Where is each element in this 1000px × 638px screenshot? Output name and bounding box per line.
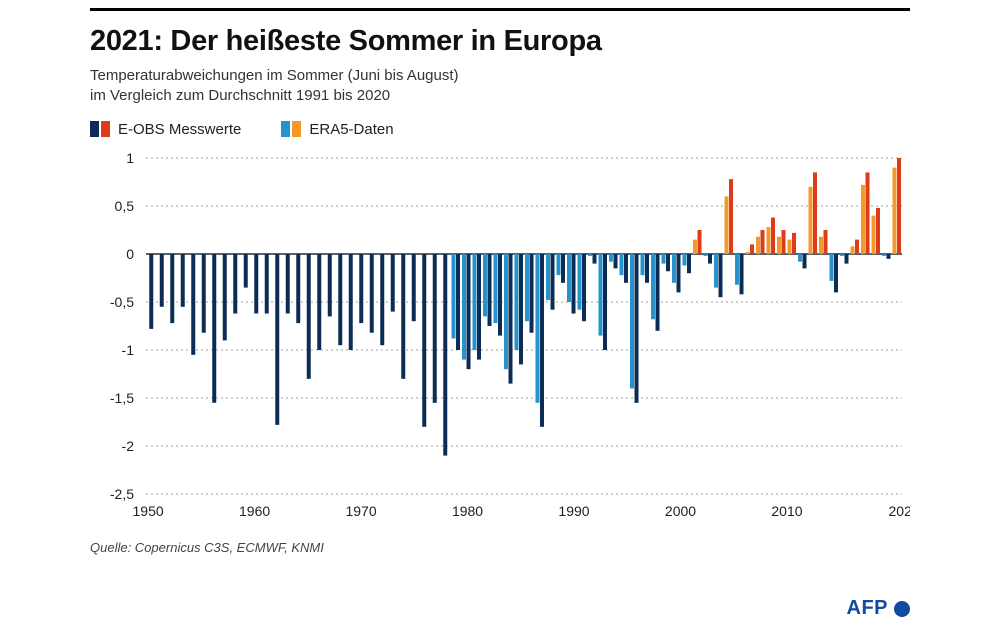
- chart: 1 0,5 0 -0,5 -1 -1,5 -2 -2,51950 1960 1970 1980 199…: [90, 152, 910, 522]
- svg-text:1990: 1990: [558, 503, 589, 519]
- svg-text:1960: 1960: [239, 503, 270, 519]
- top-rule: [90, 8, 910, 11]
- svg-text:1: 1: [126, 152, 134, 166]
- legend-label-eobs: E-OBS Messwerte: [118, 121, 241, 138]
- afp-text: AFP: [847, 597, 889, 620]
- page-title: 2021: Der heißeste Sommer in Europa: [90, 25, 910, 58]
- afp-logo: AFP: [847, 597, 911, 620]
- legend-swatch-eobs: [90, 121, 110, 137]
- chart-svg: 1 0,5 0 -0,5 -1 -1,5 -2 -2,51950 1960 1970 1980 199…: [90, 152, 910, 522]
- subtitle-line-1: Temperaturabweichungen im Sommer (Juni b…: [90, 67, 459, 84]
- svg-text:0: 0: [126, 246, 134, 262]
- svg-text:2010: 2010: [771, 503, 802, 519]
- svg-text:2021: 2021: [889, 503, 910, 519]
- svg-text:2000: 2000: [665, 503, 696, 519]
- afp-dot-icon: [894, 601, 910, 617]
- legend-swatch-era5: [281, 121, 301, 137]
- svg-text:0,5: 0,5: [115, 198, 135, 214]
- svg-text:-2,5: -2,5: [110, 486, 134, 502]
- svg-text:1970: 1970: [345, 503, 376, 519]
- svg-text:-1,5: -1,5: [110, 390, 134, 406]
- svg-text:-0,5: -0,5: [110, 294, 134, 310]
- subtitle: Temperaturabweichungen im Sommer (Juni b…: [90, 66, 910, 107]
- source-line: Quelle: Copernicus C3S, ECMWF, KNMI: [90, 540, 910, 555]
- subtitle-line-2: im Vergleich zum Durchschnitt 1991 bis 2…: [90, 87, 390, 104]
- svg-text:1950: 1950: [133, 503, 164, 519]
- svg-text:-1: -1: [122, 342, 135, 358]
- legend-item-era5: ERA5-Daten: [281, 121, 393, 138]
- svg-text:1980: 1980: [452, 503, 483, 519]
- legend-label-era5: ERA5-Daten: [309, 121, 393, 138]
- svg-text:-2: -2: [122, 438, 135, 454]
- legend-item-eobs: E-OBS Messwerte: [90, 121, 241, 138]
- legend: E-OBS Messwerte ERA5-Daten: [90, 121, 910, 138]
